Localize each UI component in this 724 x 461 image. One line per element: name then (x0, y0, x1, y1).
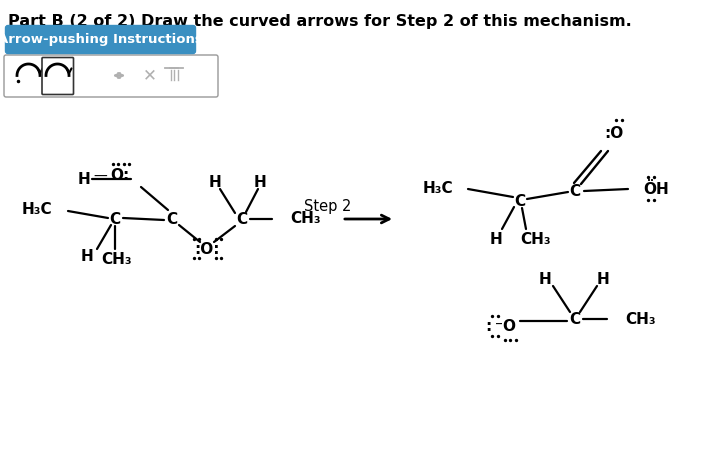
Text: ✕: ✕ (143, 66, 157, 84)
Text: C: C (570, 183, 581, 199)
Text: H: H (597, 272, 610, 286)
FancyBboxPatch shape (4, 55, 218, 97)
Text: H: H (80, 248, 93, 264)
Text: C: C (109, 212, 121, 226)
Text: H: H (253, 175, 266, 189)
Text: Step 2: Step 2 (304, 199, 352, 213)
Text: :O:: :O: (194, 242, 220, 256)
Text: C: C (515, 194, 526, 208)
Text: H: H (539, 272, 552, 286)
Text: CH₃: CH₃ (101, 252, 132, 266)
Text: C: C (570, 312, 581, 326)
Text: ÖH: ÖH (643, 182, 669, 196)
Text: H: H (77, 171, 90, 187)
Text: H₃C: H₃C (22, 201, 52, 217)
Text: Part B (2 of 2) Draw the curved arrows for Step 2 of this mechanism.: Part B (2 of 2) Draw the curved arrows f… (8, 14, 632, 29)
FancyBboxPatch shape (6, 25, 195, 53)
Text: —: — (93, 170, 107, 184)
Text: CH₃: CH₃ (625, 312, 656, 326)
Text: C: C (167, 212, 177, 226)
Text: Arrow-pushing Instructions: Arrow-pushing Instructions (0, 33, 203, 46)
Text: C: C (237, 212, 248, 226)
Text: H₃C: H₃C (422, 181, 453, 195)
Text: :: : (485, 319, 491, 333)
Text: O:: O: (110, 167, 130, 183)
Text: H: H (209, 175, 222, 189)
FancyBboxPatch shape (42, 58, 74, 95)
Text: ⁻O: ⁻O (495, 319, 516, 333)
Text: CH₃: CH₃ (290, 211, 321, 225)
Text: CH₃: CH₃ (521, 231, 551, 247)
Text: H: H (489, 231, 502, 247)
Text: :O: :O (605, 125, 623, 141)
